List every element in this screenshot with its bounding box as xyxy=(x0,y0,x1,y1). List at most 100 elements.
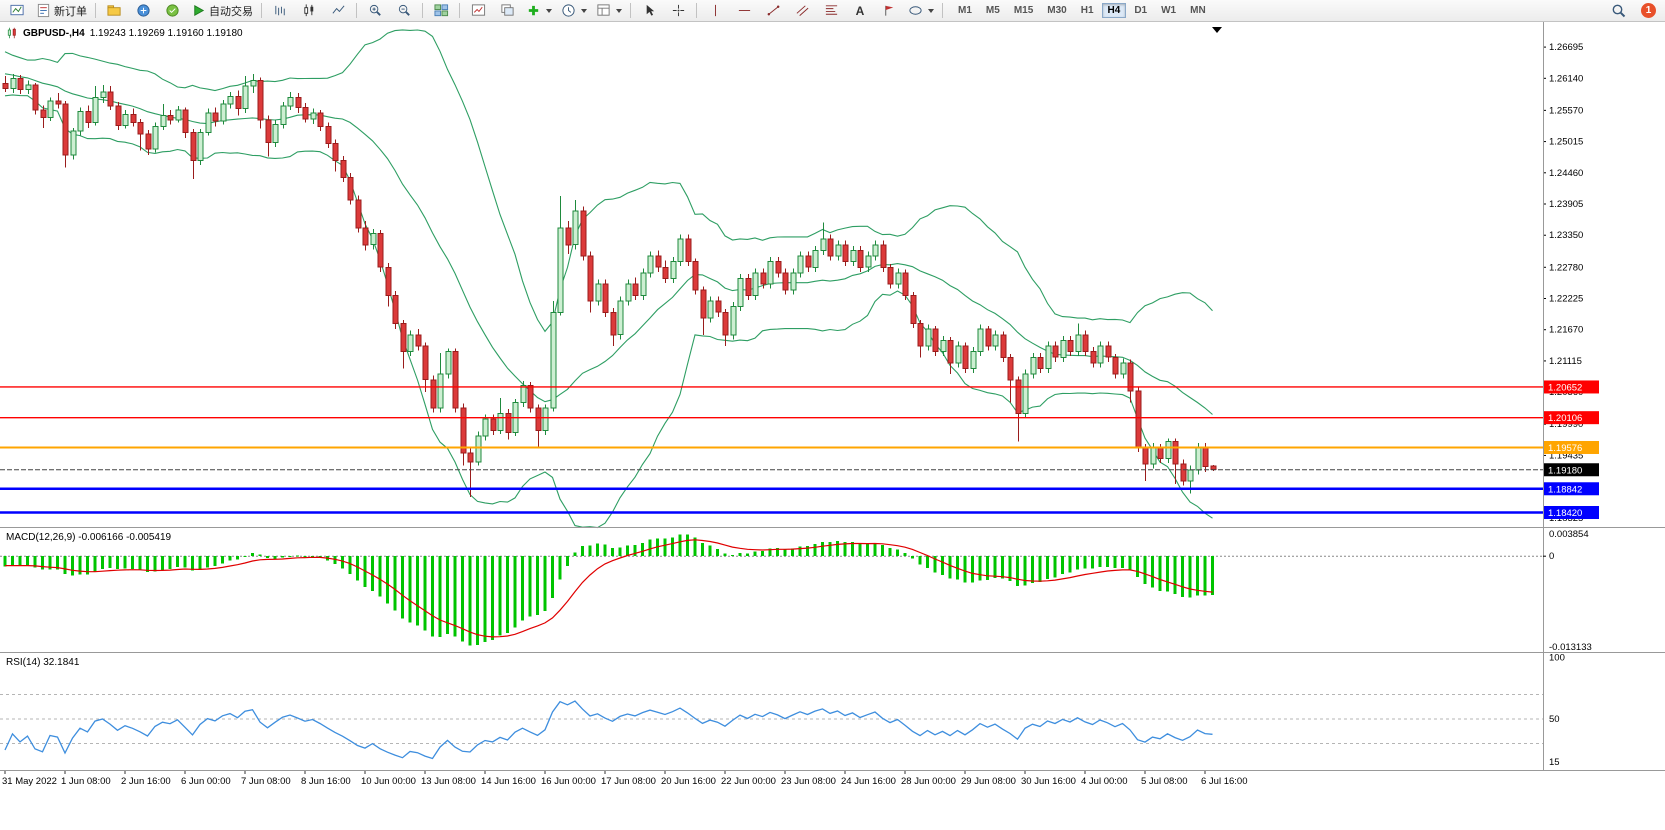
macd-bar xyxy=(1038,556,1042,583)
macd-bar xyxy=(393,556,397,611)
timeframe-button-d1[interactable]: D1 xyxy=(1134,5,1148,16)
candles xyxy=(2,73,1217,497)
cursor-tool-button[interactable] xyxy=(635,0,663,22)
macd-bar xyxy=(1016,556,1019,586)
candle xyxy=(175,109,182,121)
candle xyxy=(767,261,774,285)
macd-bar xyxy=(296,555,299,557)
candle xyxy=(595,283,602,302)
candle xyxy=(280,105,287,126)
chevron-down-icon xyxy=(546,8,552,13)
trendline-tool-button[interactable] xyxy=(759,0,787,22)
candle xyxy=(130,113,137,124)
horizontal-line-tool-button[interactable] xyxy=(730,0,758,22)
main-toolbar: 新订单 自动交易 xyxy=(0,0,1665,22)
data-window-button[interactable] xyxy=(158,0,186,22)
label-tool-button[interactable] xyxy=(875,0,903,22)
macd-bar xyxy=(1203,556,1207,596)
macd-bar xyxy=(431,556,434,637)
profiles-folder-icon xyxy=(106,5,121,16)
zoom-in-button[interactable] xyxy=(361,0,389,22)
timeframe-button-h4[interactable]: H4 xyxy=(1101,3,1127,18)
macd-bar xyxy=(56,556,59,570)
search-icon xyxy=(1612,4,1626,17)
candlestick-mode-button[interactable] xyxy=(295,0,323,22)
channel-tool-button[interactable] xyxy=(788,0,816,22)
timeframe-button-m1[interactable]: M1 xyxy=(958,5,972,16)
candle xyxy=(1075,334,1082,353)
macd-bar xyxy=(281,556,284,558)
macd-bar xyxy=(266,556,269,558)
candle xyxy=(47,100,54,119)
zoom-out-button[interactable] xyxy=(390,0,418,22)
bar-chart-mode-button[interactable] xyxy=(266,0,294,22)
timeframe-button-w1[interactable]: W1 xyxy=(1161,5,1177,16)
profiles-button[interactable] xyxy=(100,0,128,22)
text-tool-button[interactable]: A xyxy=(846,0,874,22)
macd-bar xyxy=(633,545,637,557)
cascade-windows-button[interactable] xyxy=(493,0,521,22)
macd-bar xyxy=(1046,556,1049,579)
candle xyxy=(377,233,384,268)
timeframe-button-mn[interactable]: MN xyxy=(1190,5,1206,16)
notification-badge[interactable]: 1 xyxy=(1641,3,1656,18)
vertical-line-tool-button[interactable] xyxy=(701,0,729,22)
time-axis-label: 13 Jun 08:00 xyxy=(421,776,476,787)
macd-scale-label: -0.013133 xyxy=(1549,642,1592,653)
candle xyxy=(722,311,729,336)
macd-bar xyxy=(228,556,232,561)
macd-bar xyxy=(926,556,929,568)
candle xyxy=(572,210,579,246)
market-watch-button[interactable] xyxy=(129,0,157,22)
price-axis-label: 1.26695 xyxy=(1549,42,1583,53)
timeframe-button-h1[interactable]: H1 xyxy=(1080,5,1094,16)
templates-button[interactable] xyxy=(592,0,626,22)
shapes-tool-button[interactable] xyxy=(904,0,938,22)
bollinger-lower-band xyxy=(4,94,1213,529)
timeframe-button-m15[interactable]: M15 xyxy=(1013,5,1034,16)
autotrading-button[interactable]: 自动交易 xyxy=(187,0,257,22)
candle xyxy=(70,130,77,156)
macd-bar xyxy=(378,556,382,597)
candle xyxy=(107,91,114,107)
candle xyxy=(1015,379,1022,414)
candle xyxy=(925,328,932,347)
tile-windows-button[interactable] xyxy=(427,0,455,22)
line-chart-mode-button[interactable] xyxy=(324,0,352,22)
timeframe-button-m30[interactable]: M30 xyxy=(1047,5,1067,16)
macd-bar xyxy=(303,556,307,557)
new-order-button[interactable]: 新订单 xyxy=(32,0,91,22)
candle xyxy=(505,413,512,434)
price-axis-label: 1.21115 xyxy=(1549,356,1582,367)
crosshair-tool-button[interactable] xyxy=(664,0,692,22)
clock-icon xyxy=(562,4,575,17)
candle xyxy=(145,133,152,150)
candle xyxy=(227,95,234,105)
timeframe-toolbar: M1 M5 M15 M30 H1 H4 D1 W1 MN xyxy=(951,3,1213,18)
price-chart-canvas[interactable]: 1.26695 1.26140 1.25570 1.25015 1.24460 1.239… xyxy=(0,22,1665,830)
candle xyxy=(212,112,219,122)
current-price-badge-label: 1.19180 xyxy=(1548,465,1582,476)
candle xyxy=(932,328,939,353)
candle xyxy=(940,339,947,353)
chart-shift-marker[interactable] xyxy=(1212,27,1222,33)
macd-bar xyxy=(506,556,509,634)
macd-bar xyxy=(11,556,14,566)
macd-histogram xyxy=(3,534,1214,646)
periods-button[interactable] xyxy=(557,0,591,22)
macd-bar xyxy=(1083,556,1087,569)
fibonacci-tool-button[interactable] xyxy=(817,0,845,22)
candle xyxy=(1067,339,1074,353)
candle xyxy=(1105,345,1112,358)
crosshair-icon xyxy=(672,4,684,17)
macd-bar xyxy=(1023,556,1027,586)
macd-bar xyxy=(521,556,524,621)
candle xyxy=(362,227,369,246)
timeframe-button-m5[interactable]: M5 xyxy=(985,5,1000,16)
indicator-list-button[interactable] xyxy=(464,0,492,22)
add-indicator-button[interactable] xyxy=(522,0,556,22)
macd-bar xyxy=(93,556,97,572)
macd-bar xyxy=(131,556,134,569)
search-button[interactable] xyxy=(1605,0,1633,22)
macd-bar xyxy=(843,541,847,557)
